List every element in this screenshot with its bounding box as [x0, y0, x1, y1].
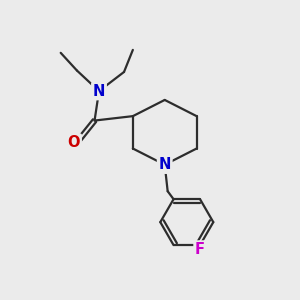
Text: F: F	[195, 242, 205, 257]
Text: N: N	[158, 157, 171, 172]
Text: N: N	[93, 84, 105, 99]
Text: O: O	[68, 135, 80, 150]
